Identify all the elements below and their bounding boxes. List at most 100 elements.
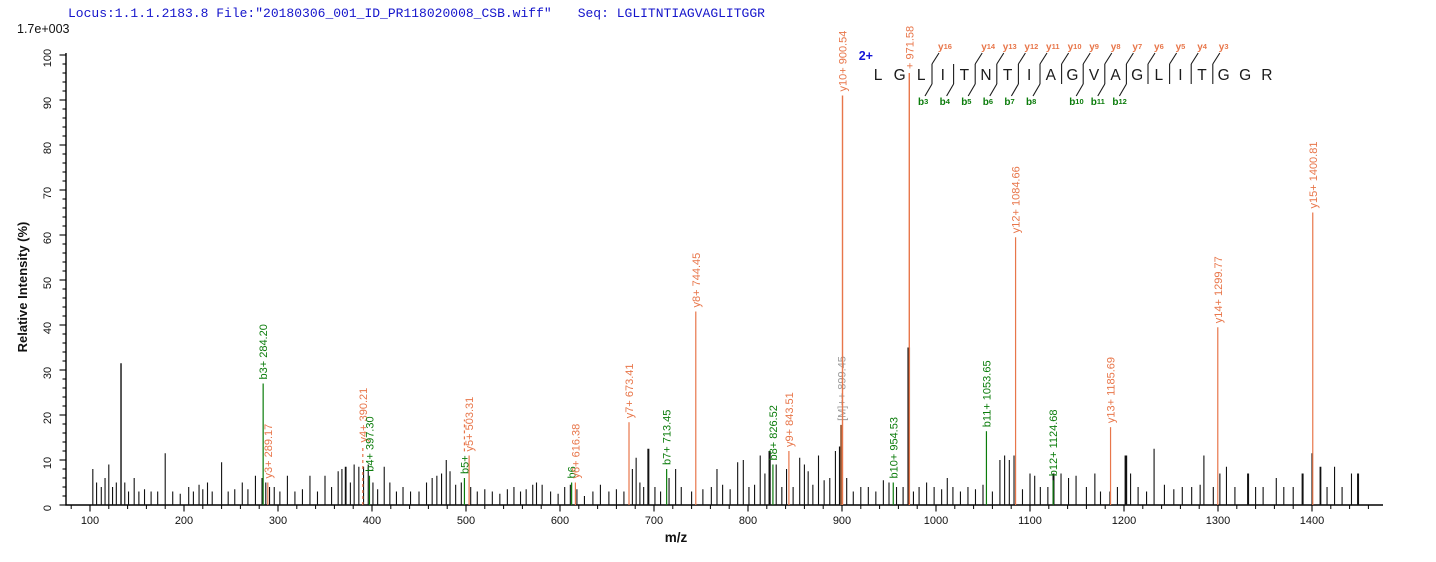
- fragment-label: b5+: [459, 455, 471, 474]
- fragment-label: b7+ 713.45: [662, 410, 674, 465]
- seq-b-ion-label: b12: [1112, 97, 1126, 108]
- locus-file-text: Locus:1.1.1.2183.8 File:"20180306_001_ID…: [68, 6, 552, 21]
- peptide-residue: L: [874, 67, 883, 84]
- fragment-peak-b3[interactable]: b3+ 284.20: [258, 324, 270, 505]
- peptide-residue: T: [1197, 67, 1207, 84]
- x-tick-label: 1000: [924, 515, 948, 527]
- y-tick-label: 60: [42, 232, 54, 244]
- peptide-residue: V: [1089, 67, 1100, 84]
- fragment-label: y8+ 744.45: [691, 253, 703, 308]
- x-tick-label: 700: [645, 515, 663, 527]
- fragment-peak-b12[interactable]: b12+ 1124.68: [1048, 409, 1060, 505]
- x-tick-label: 300: [269, 515, 287, 527]
- fragment-peak-y9[interactable]: y9+ 843.51: [784, 392, 796, 505]
- fragment-peak-y5[interactable]: y5+ 503.31: [464, 397, 476, 505]
- fragment-label: b4+ 397.30: [364, 416, 376, 471]
- fragment-peak-y10[interactable]: y10+ 900.54: [838, 31, 850, 505]
- y-axis-title: Relative Intensity (%): [15, 222, 30, 353]
- fragment-peak-b7[interactable]: b7+ 713.45: [662, 410, 674, 505]
- fragment-peak-y11[interactable]: + 971.58: [904, 26, 916, 505]
- fragment-peak-y3[interactable]: y3+ 289.17: [263, 424, 275, 505]
- seq-y-ion-label: y8: [1111, 42, 1121, 53]
- fragment-label: y4+ 390.21: [358, 388, 370, 443]
- fragment-peak-y4[interactable]: y4+ 390.21: [358, 388, 370, 505]
- seq-y-ion-label: y14: [981, 42, 996, 53]
- y-tick-label: 100: [42, 49, 54, 67]
- peptide-residue: G: [1066, 67, 1078, 84]
- x-tick-label: 100: [81, 515, 99, 527]
- peptide-residue: A: [1110, 67, 1121, 84]
- noise-peaks: [92, 347, 1360, 505]
- x-tick-label: 200: [175, 515, 193, 527]
- seq-y-ion-label: y11: [1046, 42, 1060, 53]
- seq-y-ion-label: y10: [1068, 42, 1082, 53]
- fragment-label: y3+ 289.17: [263, 424, 275, 479]
- seq-b-ion-label: b7: [1004, 97, 1014, 108]
- fragment-label: + 971.58: [904, 26, 916, 69]
- peptide-residue: A: [1046, 67, 1057, 84]
- fragment-label: b8+ 826.52: [768, 405, 780, 460]
- x-tick-label: 1100: [1018, 515, 1042, 527]
- peptide-residue: G: [1131, 67, 1143, 84]
- fragment-peak-y13[interactable]: y13+ 1185.69: [1106, 357, 1118, 505]
- peptide-residue: T: [960, 67, 970, 84]
- x-axis-title: m/z: [665, 530, 688, 545]
- y-tick-label: 30: [42, 367, 54, 379]
- seq-b-ion-label: b5: [961, 97, 971, 108]
- fragment-peak-b6[interactable]: b6: [567, 466, 579, 505]
- fragment-label: y9+ 843.51: [784, 392, 796, 447]
- fragment-label: b12+ 1124.68: [1048, 409, 1060, 476]
- peptide-residue: L: [917, 67, 926, 84]
- fragment-peak-y6[interactable]: y6+ 616.38: [570, 424, 582, 505]
- x-tick-label: 500: [457, 515, 475, 527]
- x-tick-label: 1400: [1300, 515, 1324, 527]
- seq-y-ion-label: y7: [1132, 42, 1142, 53]
- fragment-peak-y14[interactable]: y14+ 1299.77: [1213, 256, 1225, 505]
- charge-state-label: 2+: [859, 49, 873, 63]
- peptide-residue: T: [1003, 67, 1013, 84]
- fragment-label: b3+ 284.20: [258, 324, 270, 379]
- fragment-peak-y15[interactable]: y15+ 1400.81: [1308, 142, 1320, 505]
- peptide-residue: G: [1218, 67, 1230, 84]
- fragment-label: b10+ 954.53: [888, 417, 900, 478]
- intensity-scale-label: 1.7e+003: [17, 22, 70, 36]
- fragment-peak-y7[interactable]: y7+ 673.41: [624, 363, 636, 505]
- fragment-label: y14+ 1299.77: [1213, 256, 1225, 323]
- seq-y-ion-label: y12: [1024, 42, 1038, 53]
- peptide-residue: G: [1239, 67, 1251, 84]
- y-tick-label: 40: [42, 322, 54, 334]
- fragment-peak-y8[interactable]: y8+ 744.45: [691, 253, 703, 505]
- fragment-peak-b10[interactable]: b10+ 954.53: [888, 417, 900, 505]
- seq-b-ion-label: b11: [1091, 97, 1105, 108]
- seq-y-ion-label: y3: [1219, 42, 1229, 53]
- x-axis: 100 200 300 400 500 600 700 800 900 1000 1100 1200 1…: [70, 505, 1369, 545]
- fragment-peak-b11[interactable]: b11+ 1053.65: [981, 360, 993, 505]
- peptide-residue: G: [894, 67, 906, 84]
- x-tick-label: 800: [739, 515, 757, 527]
- fragment-peak-y12[interactable]: y12+ 1084.66: [1011, 166, 1023, 505]
- fragment-peak-b8[interactable]: b8+ 826.52: [768, 405, 780, 505]
- y-tick-label: 70: [42, 187, 54, 199]
- header-line: Locus:1.1.1.2183.8 File:"20180306_001_ID…: [68, 6, 765, 21]
- fragment-peak-b4[interactable]: b4+ 397.30: [364, 416, 376, 505]
- x-tick-label: 1300: [1206, 515, 1230, 527]
- x-tick-label: 600: [551, 515, 569, 527]
- fragment-label: y12+ 1084.66: [1011, 166, 1023, 233]
- x-tick-label: 1200: [1112, 515, 1136, 527]
- seq-y-ion-label: y4: [1197, 42, 1208, 53]
- y-tick-label: 20: [42, 412, 54, 424]
- fragment-label: y10+ 900.54: [838, 31, 850, 92]
- peptide-residue: L: [1154, 67, 1163, 84]
- seq-y-ion-label: y13: [1003, 42, 1017, 53]
- y-tick-label: 90: [42, 97, 54, 109]
- seq-y-ion-label: y5: [1176, 42, 1186, 53]
- seq-label: Seq:: [577, 6, 609, 21]
- fragment-peak-b5[interactable]: b5+: [459, 419, 471, 506]
- peptide-residue: I: [941, 67, 945, 84]
- seq-y-ion-label: y16: [938, 42, 952, 53]
- fragment-label: b6: [567, 466, 579, 478]
